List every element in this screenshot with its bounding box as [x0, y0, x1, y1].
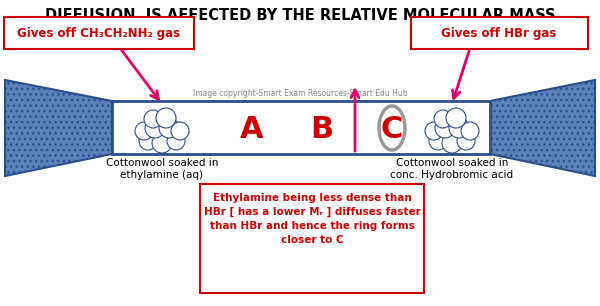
Circle shape — [461, 122, 479, 140]
Circle shape — [156, 108, 176, 128]
Circle shape — [435, 118, 455, 138]
Text: conc. Hydrobromic acid: conc. Hydrobromic acid — [391, 170, 514, 180]
Circle shape — [434, 110, 452, 128]
Text: B: B — [310, 114, 334, 144]
Bar — [112, 101, 490, 154]
Text: Gives off CH₃CH₂NH₂ gas: Gives off CH₃CH₂NH₂ gas — [17, 27, 181, 39]
Text: DIFFUSION  IS AFFECTED BY THE RELATIVE MOLECULAR MASS: DIFFUSION IS AFFECTED BY THE RELATIVE MO… — [44, 8, 556, 23]
Polygon shape — [490, 80, 595, 176]
Circle shape — [135, 122, 153, 140]
Text: C: C — [381, 114, 403, 144]
Circle shape — [152, 133, 172, 153]
Text: A: A — [240, 114, 264, 144]
Text: ethylamine (aq): ethylamine (aq) — [121, 170, 203, 180]
Text: Ethylamine being less dense than: Ethylamine being less dense than — [212, 193, 412, 203]
Circle shape — [429, 132, 447, 150]
Text: than HBr and hence the ring forms: than HBr and hence the ring forms — [209, 221, 415, 231]
Text: closer to C: closer to C — [281, 235, 343, 245]
Circle shape — [442, 133, 462, 153]
FancyBboxPatch shape — [411, 17, 588, 49]
FancyBboxPatch shape — [200, 184, 424, 293]
Text: Image copyright-Smart Exam Resources-Smart Edu Hub: Image copyright-Smart Exam Resources-Sma… — [193, 89, 407, 98]
Circle shape — [457, 132, 475, 150]
Text: Cottonwool soaked in: Cottonwool soaked in — [396, 158, 508, 168]
Polygon shape — [5, 80, 112, 176]
Text: Gives off HBr gas: Gives off HBr gas — [442, 27, 557, 39]
Circle shape — [449, 118, 469, 138]
Circle shape — [171, 122, 189, 140]
Circle shape — [167, 132, 185, 150]
Circle shape — [425, 122, 443, 140]
Text: Cottonwool soaked in: Cottonwool soaked in — [106, 158, 218, 168]
Circle shape — [159, 118, 179, 138]
Circle shape — [145, 118, 165, 138]
Circle shape — [144, 110, 162, 128]
Text: HBr [ has a lower Mᵣ ] diffuses faster: HBr [ has a lower Mᵣ ] diffuses faster — [203, 207, 421, 217]
Circle shape — [139, 132, 157, 150]
FancyBboxPatch shape — [4, 17, 194, 49]
Circle shape — [446, 108, 466, 128]
